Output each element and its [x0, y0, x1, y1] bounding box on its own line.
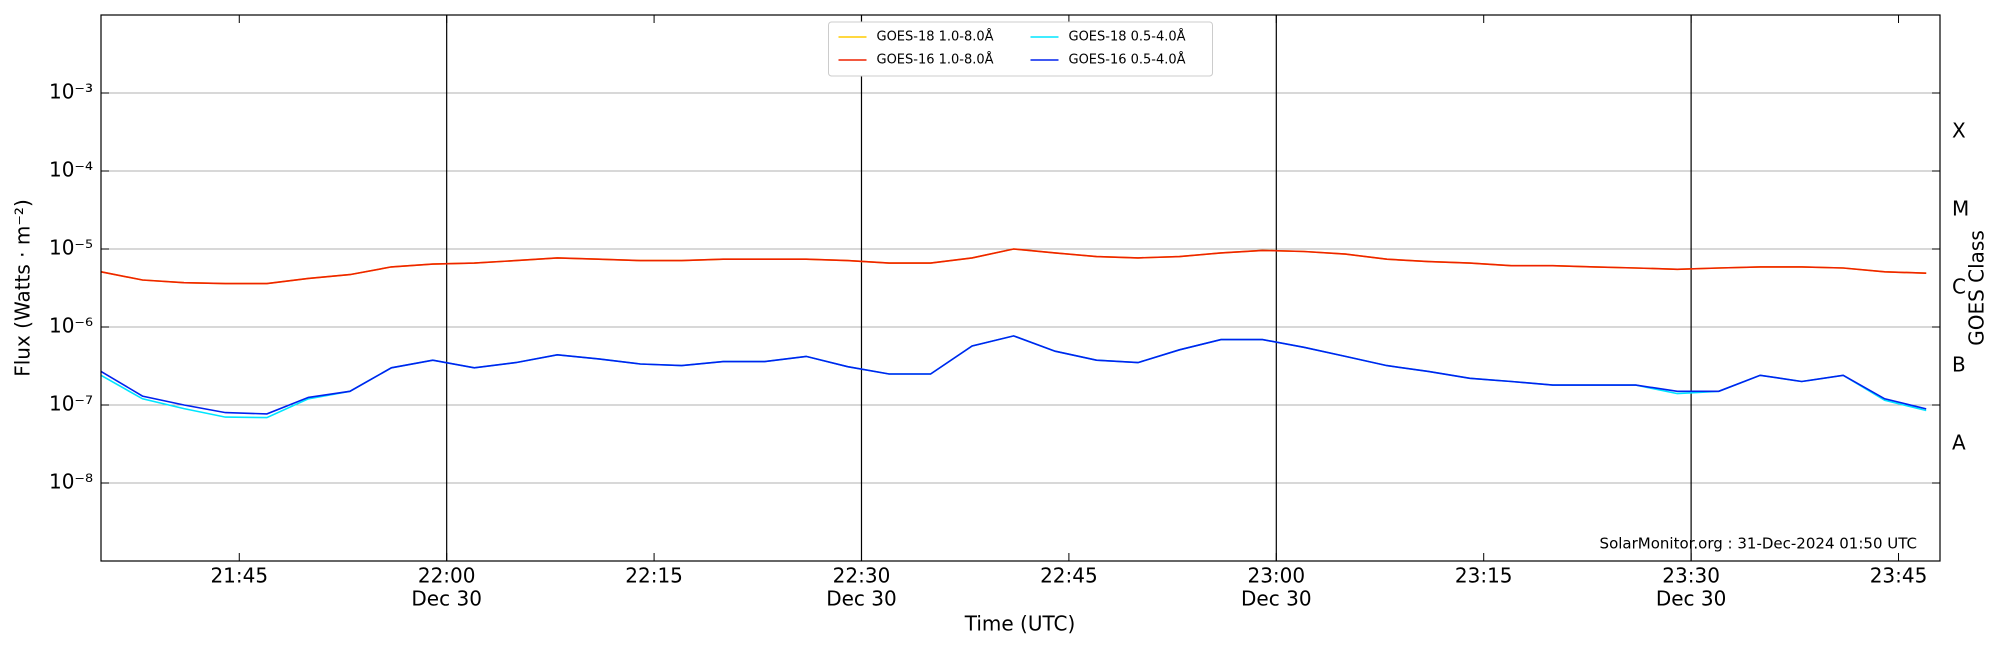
- x-tick-label: 22:00: [418, 564, 476, 588]
- y2-tick-label: M: [1952, 197, 1969, 221]
- x-tick-label: 22:45: [1040, 564, 1098, 588]
- y-tick-label: 10⁻⁸: [49, 470, 93, 494]
- y-tick-label: 10⁻⁷: [49, 392, 93, 416]
- y-axis-label: Flux (Watts · m⁻²): [11, 199, 35, 377]
- y-tick-label: 10⁻⁵: [49, 236, 93, 260]
- x-tick-label: 23:15: [1455, 564, 1513, 588]
- y2-tick-label: A: [1952, 431, 1966, 455]
- legend-label: GOES-16 0.5-4.0Å: [1069, 52, 1186, 68]
- legend-label: GOES-18 1.0-8.0Å: [877, 29, 994, 45]
- x-tick-label: 22:30: [833, 564, 891, 588]
- x-tick-label: 21:45: [210, 564, 268, 588]
- plot-frame: [100, 14, 1941, 562]
- legend: GOES-18 1.0-8.0Å GOES-16 1.0-8.0Å GOES-18 …: [828, 21, 1213, 77]
- footer-credit: SolarMonitor.org : 31-Dec-2024 01:50 UTC: [1600, 535, 1917, 553]
- legend-box: [828, 21, 1213, 77]
- legend-label: GOES-16 1.0-8.0Å: [877, 52, 994, 68]
- series-line: [100, 248, 1927, 285]
- y-tick-label: 10⁻⁴: [49, 158, 93, 182]
- y2-tick-label: C: [1952, 275, 1966, 299]
- x-tick-label: Dec 30: [1241, 587, 1312, 611]
- x-tick-label: 23:00: [1247, 564, 1305, 588]
- legend-label: GOES-18 0.5-4.0Å: [1069, 29, 1186, 45]
- y2-axis-label: GOES Class: [1965, 230, 1989, 346]
- series-line: [100, 248, 1927, 285]
- y2-tick-label: B: [1952, 353, 1966, 377]
- y-tick-label: 10⁻⁶: [49, 314, 93, 338]
- y2-tick-label: X: [1952, 119, 1966, 143]
- x-axis-label: Time (UTC): [964, 612, 1076, 636]
- y-tick-label: 10⁻³: [49, 80, 93, 104]
- x-tick-label: Dec 30: [826, 587, 897, 611]
- x-tick-label: Dec 30: [411, 587, 482, 611]
- x-tick-label: 22:15: [625, 564, 683, 588]
- series-line: [100, 335, 1927, 415]
- x-tick-label: Dec 30: [1656, 587, 1727, 611]
- x-tick-label: 23:45: [1870, 564, 1928, 588]
- x-tick-label: 23:30: [1662, 564, 1720, 588]
